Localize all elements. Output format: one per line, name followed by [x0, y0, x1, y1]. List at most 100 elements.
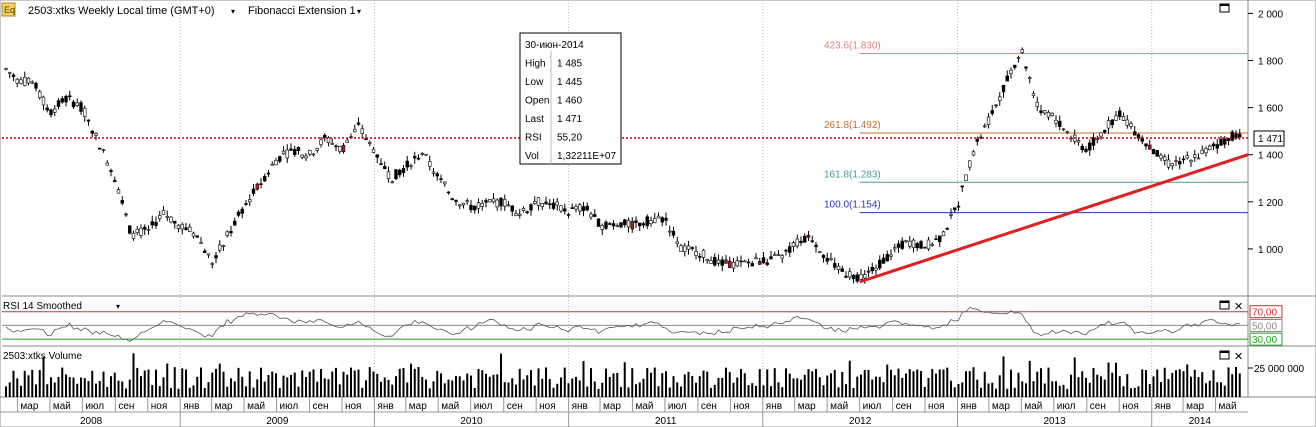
candle-body [435, 173, 439, 177]
volume-bar [807, 369, 810, 397]
candle-body [19, 79, 23, 84]
candle-body [649, 220, 653, 224]
volume-bar [773, 368, 776, 397]
volume-bar [128, 379, 131, 397]
candle-body [795, 238, 799, 247]
volume-bar [1126, 374, 1129, 397]
volume-bar [282, 375, 285, 397]
candle-body [83, 107, 87, 117]
candle-body [578, 204, 582, 212]
rsi-line [5, 307, 1240, 342]
volume-bar [635, 384, 637, 397]
candle-body [1050, 112, 1054, 116]
volume-bar [916, 369, 919, 397]
volume-bar [327, 379, 330, 397]
volume-bar [293, 372, 296, 397]
candle-body [1020, 49, 1024, 54]
rsi-close-icon[interactable]: ✕ [1234, 301, 1243, 313]
tooltip-value: 1,32211E+07 [557, 151, 616, 162]
volume-bar [162, 377, 165, 397]
symbol-label[interactable]: 2503:xtks Weekly Local time (GMT+0) [28, 5, 215, 17]
candle-body [1065, 131, 1069, 133]
tooltip-rows: 30-июн-2014 High 1 485 Low 1 445 Open 1 460 Las… [525, 40, 616, 162]
candle-body [214, 255, 218, 259]
volume-bar [1032, 381, 1035, 397]
candle-body [881, 257, 886, 264]
candle-body [1219, 139, 1223, 146]
volume-bar [927, 377, 930, 397]
rsi-level-label: 50,00 [1252, 321, 1277, 332]
volume-bar [361, 387, 364, 397]
volume-bar [451, 380, 454, 397]
candle-body [364, 138, 368, 141]
candle-body [330, 143, 334, 145]
rsi-title[interactable]: RSI 14 Smoothed [3, 301, 82, 312]
volume-bar [942, 369, 945, 397]
candle-body [953, 207, 957, 211]
x-month-label: мар [20, 401, 38, 412]
study-label[interactable]: Fibonacci Extension 1 [248, 5, 356, 17]
candle-body [971, 151, 976, 156]
volume-bar [526, 375, 529, 397]
volume-bar [267, 375, 270, 397]
candle-body [754, 257, 758, 260]
volume-bar [893, 375, 896, 397]
candle-body [896, 243, 901, 248]
volume-bar [458, 376, 461, 397]
candle-body [251, 188, 256, 194]
x-month-label: ноя [733, 401, 750, 412]
volume-bar [1163, 367, 1166, 397]
candle-body [195, 235, 199, 238]
volume-bar [1028, 360, 1031, 397]
symbol-dropdown-icon[interactable]: ▾ [231, 7, 235, 16]
volume-bar [241, 376, 244, 397]
candle-body [743, 260, 747, 263]
volume-bar [436, 370, 439, 397]
x-month-label: ноя [1122, 401, 1139, 412]
candle-body [169, 216, 173, 223]
volume-bar [631, 368, 634, 397]
candle-body [285, 149, 289, 159]
volume-bar [646, 368, 649, 397]
volume-bar [192, 385, 195, 397]
tooltip-key: Vol [525, 151, 539, 162]
volume-bar [226, 386, 229, 397]
candle-body [191, 232, 196, 237]
candle-body [244, 203, 248, 205]
candle-body [563, 208, 567, 212]
candle-body [203, 250, 207, 253]
current-price-box [1253, 130, 1285, 147]
candle-body [776, 254, 781, 256]
candle-body [311, 153, 316, 156]
volume-bar [1178, 369, 1181, 397]
volume-bar [466, 373, 469, 397]
volume-bar [290, 374, 292, 397]
x-year-label: 2013 [1043, 416, 1066, 427]
candle-body [1016, 56, 1021, 59]
candle-body [1193, 154, 1197, 158]
volume-bar [402, 368, 405, 397]
fibonacci-levels: 423.6(1.830) 261.8(1.492) 161.8(1.283) 100.… [824, 40, 1248, 214]
candle-body [559, 205, 563, 212]
volume-bar [762, 385, 765, 397]
volume-bar [338, 384, 341, 397]
volume-close-icon[interactable]: ✕ [1234, 351, 1243, 363]
volume-bar [1220, 382, 1222, 397]
volume-bar [421, 376, 424, 397]
volume-bar [530, 370, 532, 397]
candle-body [383, 166, 387, 169]
candle-body [233, 220, 237, 226]
candle-body [1028, 77, 1032, 79]
candle-body [1035, 102, 1039, 107]
candle-body [1076, 140, 1081, 143]
candle-body [784, 249, 788, 252]
candle-body [825, 257, 829, 262]
volume-bar [263, 381, 266, 397]
candle-body [660, 217, 664, 223]
study-dropdown-icon[interactable]: ▾ [357, 7, 361, 16]
volume-bar [533, 385, 536, 397]
candle-body [210, 263, 214, 265]
volume-bar [308, 371, 311, 397]
rsi-dropdown-icon[interactable]: ▾ [116, 302, 120, 311]
